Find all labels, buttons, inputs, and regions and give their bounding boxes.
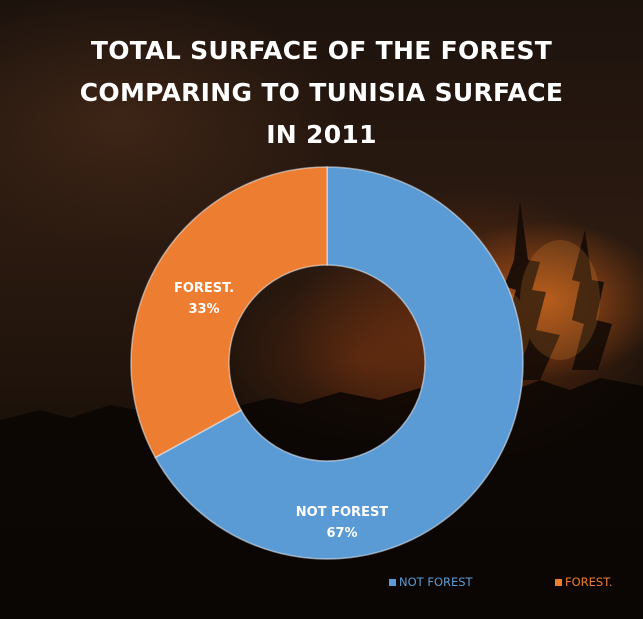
legend-label: FOREST. <box>565 575 613 589</box>
legend-swatch <box>555 578 562 586</box>
data-label-forest-value: 33% <box>188 302 219 317</box>
slice-not-forest <box>154 166 524 560</box>
legend-item-not-forest: NOT FOREST <box>389 575 473 589</box>
slice-forest <box>130 166 328 459</box>
data-label-not-forest-name: NOT FOREST <box>296 505 389 520</box>
chart-title-line-2: COMPARING TO TUNISIA SURFACE <box>79 78 564 107</box>
chart-legend: NOT FOREST FOREST. <box>0 575 643 595</box>
data-label-not-forest-value: 67% <box>326 526 357 541</box>
legend-swatch <box>389 578 396 586</box>
legend-item-forest: FOREST. <box>555 575 613 589</box>
data-label-forest-name: FOREST. <box>174 281 234 296</box>
legend-label: NOT FOREST <box>399 575 473 589</box>
chart-title-line-3: IN 2011 <box>266 120 377 149</box>
chart-title-line-1: TOTAL SURFACE OF THE FOREST <box>90 36 553 65</box>
chart-title: TOTAL SURFACE OF THE FOREST COMPARING TO… <box>40 30 603 156</box>
